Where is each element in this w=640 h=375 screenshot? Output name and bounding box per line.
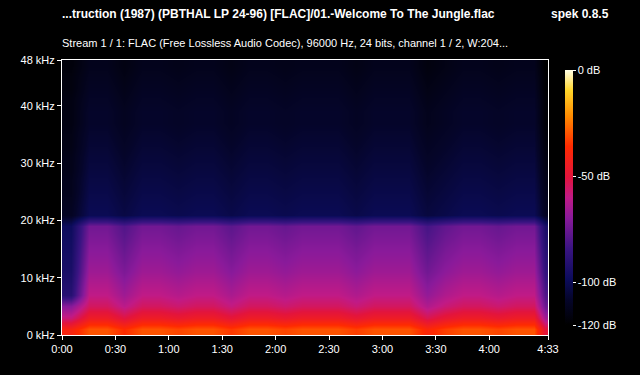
svg-text:0 kHz: 0 kHz (27, 329, 55, 341)
svg-text:-120 dB: -120 dB (578, 319, 617, 331)
svg-text:0:00: 0:00 (51, 343, 72, 355)
svg-text:2:00: 2:00 (265, 343, 286, 355)
svg-text:0 dB: 0 dB (578, 64, 601, 76)
svg-text:Stream 1 / 1: FLAC (Free Lossl: Stream 1 / 1: FLAC (Free Lossless Audio … (62, 37, 508, 49)
svg-text:1:00: 1:00 (158, 343, 179, 355)
svg-text:20 kHz: 20 kHz (21, 214, 55, 226)
svg-text:4:33: 4:33 (537, 343, 558, 355)
svg-text:3:00: 3:00 (372, 343, 393, 355)
svg-text:3:30: 3:30 (425, 343, 446, 355)
svg-text:2:30: 2:30 (318, 343, 339, 355)
svg-text:-100 dB: -100 dB (578, 276, 617, 288)
svg-text:1:30: 1:30 (212, 343, 233, 355)
svg-text:...truction (1987) (PBTHAL LP: ...truction (1987) (PBTHAL LP 24-96) [FL… (62, 7, 495, 21)
svg-text:4:00: 4:00 (479, 343, 500, 355)
svg-text:10 kHz: 10 kHz (21, 272, 55, 284)
svg-text:-50 dB: -50 dB (578, 170, 610, 182)
svg-text:40 kHz: 40 kHz (21, 100, 55, 112)
svg-text:48 kHz: 48 kHz (21, 54, 55, 66)
svg-text:0:30: 0:30 (105, 343, 126, 355)
svg-text:30 kHz: 30 kHz (21, 157, 55, 169)
svg-text:spek 0.8.5: spek 0.8.5 (551, 7, 609, 21)
